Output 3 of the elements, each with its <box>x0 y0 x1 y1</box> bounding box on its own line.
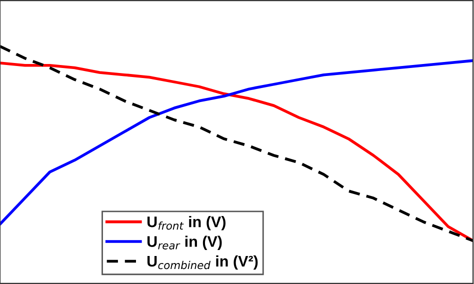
legend-label: U$_{combined}$ in (V²) <box>147 255 258 270</box>
legend-label: U$_{front}$ in (V) <box>147 216 226 230</box>
legend-label: U$_{rear}$ in (V) <box>147 236 222 250</box>
